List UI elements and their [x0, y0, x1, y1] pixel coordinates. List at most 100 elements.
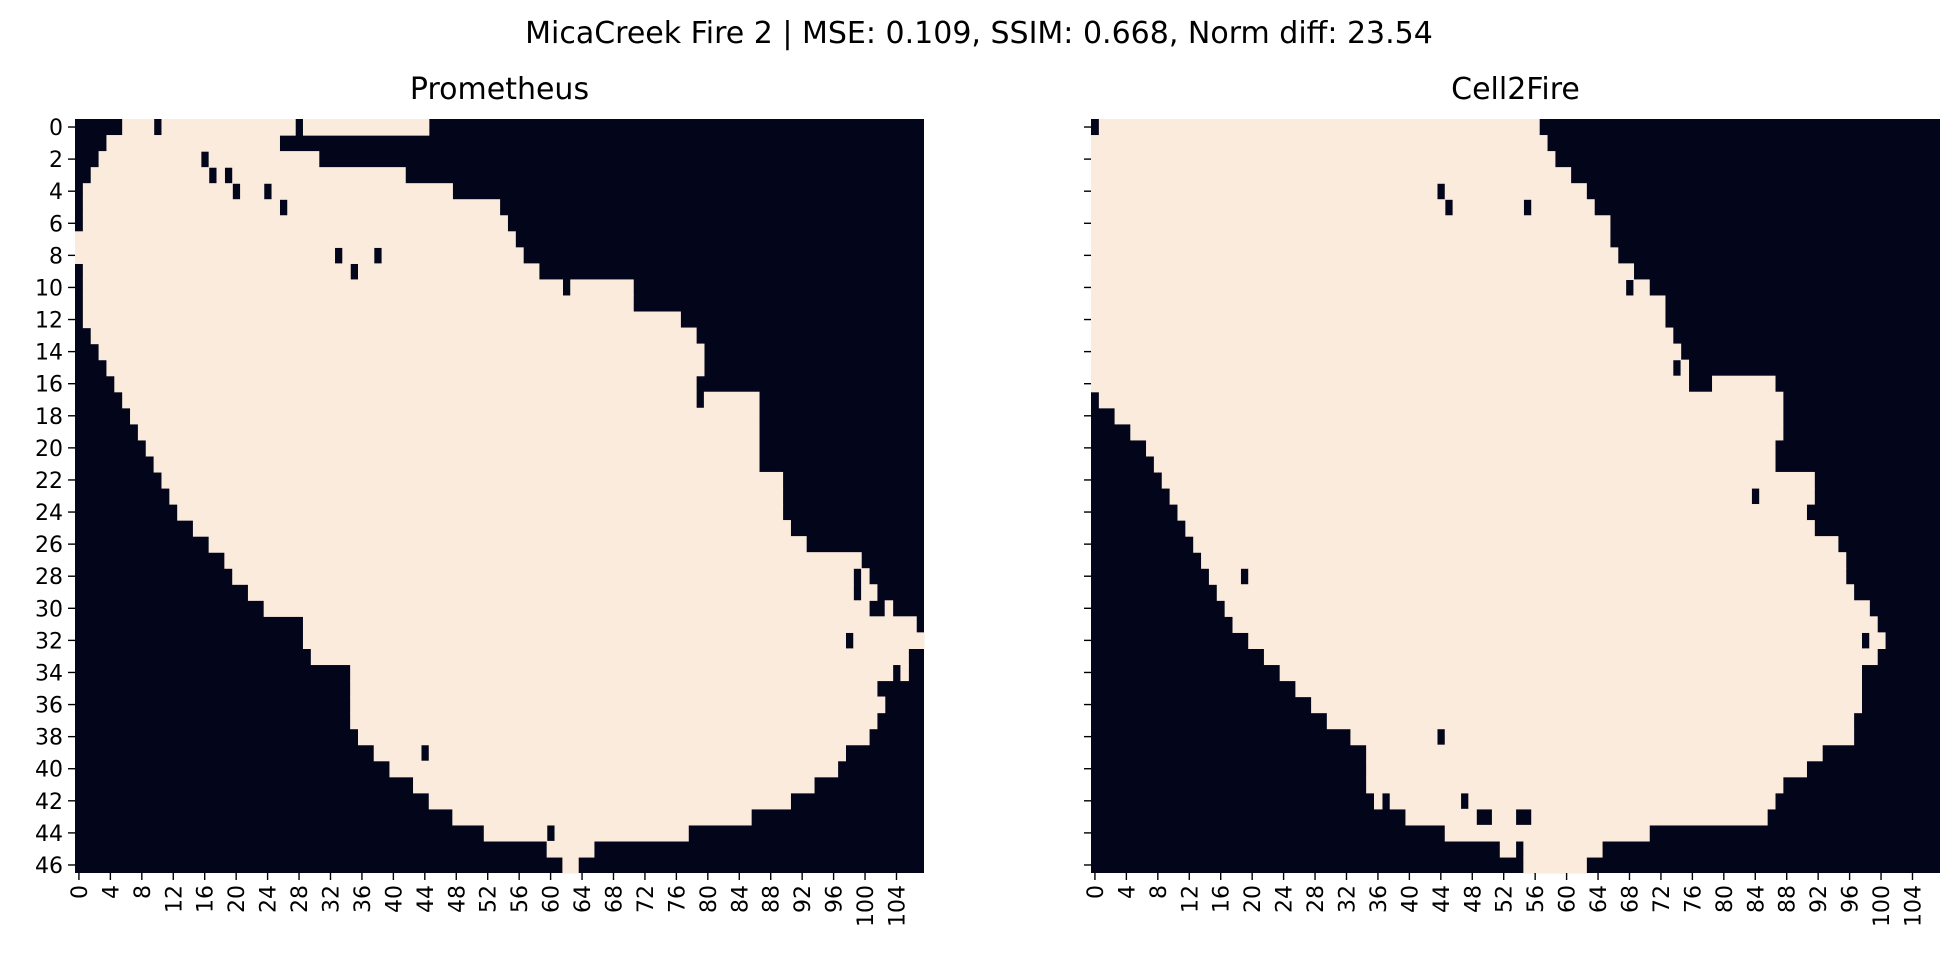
x-tick-label: 72 [1650, 885, 1675, 913]
x-tick-label: 40 [1398, 885, 1423, 913]
heatmap-cell-run [1389, 792, 1462, 810]
y-tick-label: 32 [35, 629, 63, 654]
x-tick-label: 64 [571, 885, 596, 913]
heatmap-cell-run [1759, 487, 1815, 505]
heatmap-cell-run [562, 856, 579, 874]
heatmap-cell-run [1279, 664, 1862, 682]
x-tick-label: 16 [1210, 885, 1235, 913]
heatmap-cell-run [1193, 536, 1839, 553]
y-tick-label: 38 [35, 726, 63, 751]
heatmap-cell-run [98, 151, 202, 168]
x-tick-label: 12 [162, 885, 187, 913]
heatmap-cell-run [1169, 487, 1752, 505]
heatmap-cell-run [1523, 856, 1587, 874]
y-tick-label: 6 [49, 212, 63, 237]
heatmap-cell-run [82, 295, 634, 313]
heatmap-cell-run [247, 584, 854, 601]
heatmap-cell-run [350, 696, 886, 714]
heatmap-cell-run [82, 311, 681, 329]
heatmap-cell-run [1177, 504, 1807, 521]
x-tick-label: 12 [1178, 885, 1203, 913]
x-tick-label: 48 [1461, 885, 1486, 913]
heatmap-cell-run [1091, 215, 1611, 232]
heatmap-cell-run [1098, 391, 1784, 409]
heatmap-cell-run [350, 712, 878, 730]
x-tick-label: 44 [414, 885, 439, 913]
heatmap-cell-run [1712, 375, 1776, 393]
y-tick-label: 0 [49, 116, 63, 141]
heatmap-cell-run [1444, 824, 1650, 842]
heatmap-cell-run [1153, 455, 1776, 473]
heatmap-cell-run [1405, 808, 1477, 826]
heatmap-cell-run [1130, 423, 1784, 441]
heatmap-cell-run [82, 183, 233, 200]
heatmap-cell-run [428, 792, 791, 810]
heatmap-cell-run [1350, 728, 1438, 746]
heatmap-cell-run [1146, 439, 1776, 457]
heatmap-cell-run [452, 808, 752, 826]
x-tick-label: 76 [1681, 885, 1706, 913]
heatmap-cell-run [1311, 696, 1862, 714]
y-tick-label: 22 [35, 469, 63, 494]
y-tick-label: 40 [35, 758, 63, 783]
heatmap-cell-run [192, 520, 791, 537]
x-tick-label: 60 [1556, 885, 1581, 913]
heatmap-cell-run [1098, 119, 1540, 136]
x-tick-label: 80 [697, 885, 722, 913]
x-tick-label: 16 [194, 885, 219, 913]
heatmap-cell-run [853, 632, 925, 649]
y-tick-label: 14 [35, 341, 63, 366]
heatmap-cell-run [1468, 792, 1776, 810]
heatmap-cell-run [1091, 263, 1635, 281]
x-tick-label: 4 [1115, 885, 1140, 899]
heatmap-cell-run [1091, 311, 1666, 329]
heatmap-cell-run [1531, 808, 1768, 826]
heatmap-cell-run [1091, 327, 1674, 345]
heatmap-cell-run [224, 552, 862, 569]
y-tick-label: 30 [35, 597, 63, 622]
heatmap-cell-run [381, 247, 524, 264]
x-tick-label: 36 [351, 885, 376, 913]
heatmap-cell-run [1091, 359, 1674, 377]
heatmap-cell-run [1491, 808, 1517, 826]
heatmap-cell-run [75, 247, 336, 264]
heatmap-cell-run [861, 584, 878, 601]
heatmap-cell-run [232, 167, 406, 184]
heatmap-cell-run [1633, 279, 1650, 297]
y-tick-label: 24 [35, 501, 63, 526]
y-tick-label: 34 [35, 661, 63, 686]
y-tick-label: 2 [49, 148, 63, 173]
x-tick-label: 48 [445, 885, 470, 913]
heatmap-cell-run [1869, 632, 1886, 649]
x-tick-label: 76 [665, 885, 690, 913]
x-tick-label: 8 [1147, 885, 1172, 899]
heatmap-cell-run [1091, 151, 1556, 168]
x-tick-label: 52 [477, 885, 502, 913]
y-tick-label: 10 [35, 276, 63, 301]
heatmap-cell-run [1444, 728, 1855, 746]
heatmap-cell-run [389, 760, 839, 778]
heatmap-cell-run [216, 167, 225, 184]
heatmap-cell-run [271, 183, 453, 200]
heatmap-cell-run [413, 776, 815, 794]
heatmap-cell-run [1216, 584, 1855, 601]
heatmap-cell-run [1248, 632, 1862, 649]
x-tick-label: 32 [319, 885, 344, 913]
y-tick-label: 18 [35, 405, 63, 430]
heatmap-cell-run [1161, 471, 1815, 489]
x-tick-label: 88 [760, 885, 785, 913]
figure-title: MicaCreek Fire 2 | MSE: 0.109, SSIM: 0.6… [525, 16, 1433, 51]
heatmap-cell-run [358, 263, 540, 281]
x-tick-label: 32 [1335, 885, 1360, 913]
x-tick-label: 80 [1713, 885, 1738, 913]
x-tick-label: 96 [823, 885, 848, 913]
x-tick-label: 68 [1618, 885, 1643, 913]
heatmap-cell-run [358, 728, 870, 746]
x-tick-label: 40 [382, 885, 407, 913]
heatmap-cell-run [302, 632, 846, 649]
heatmap-cell-run [1208, 568, 1241, 585]
heatmap-cell-run [1091, 247, 1619, 264]
heatmap-cell-run [208, 536, 807, 553]
heatmap-cell-run [208, 151, 320, 168]
